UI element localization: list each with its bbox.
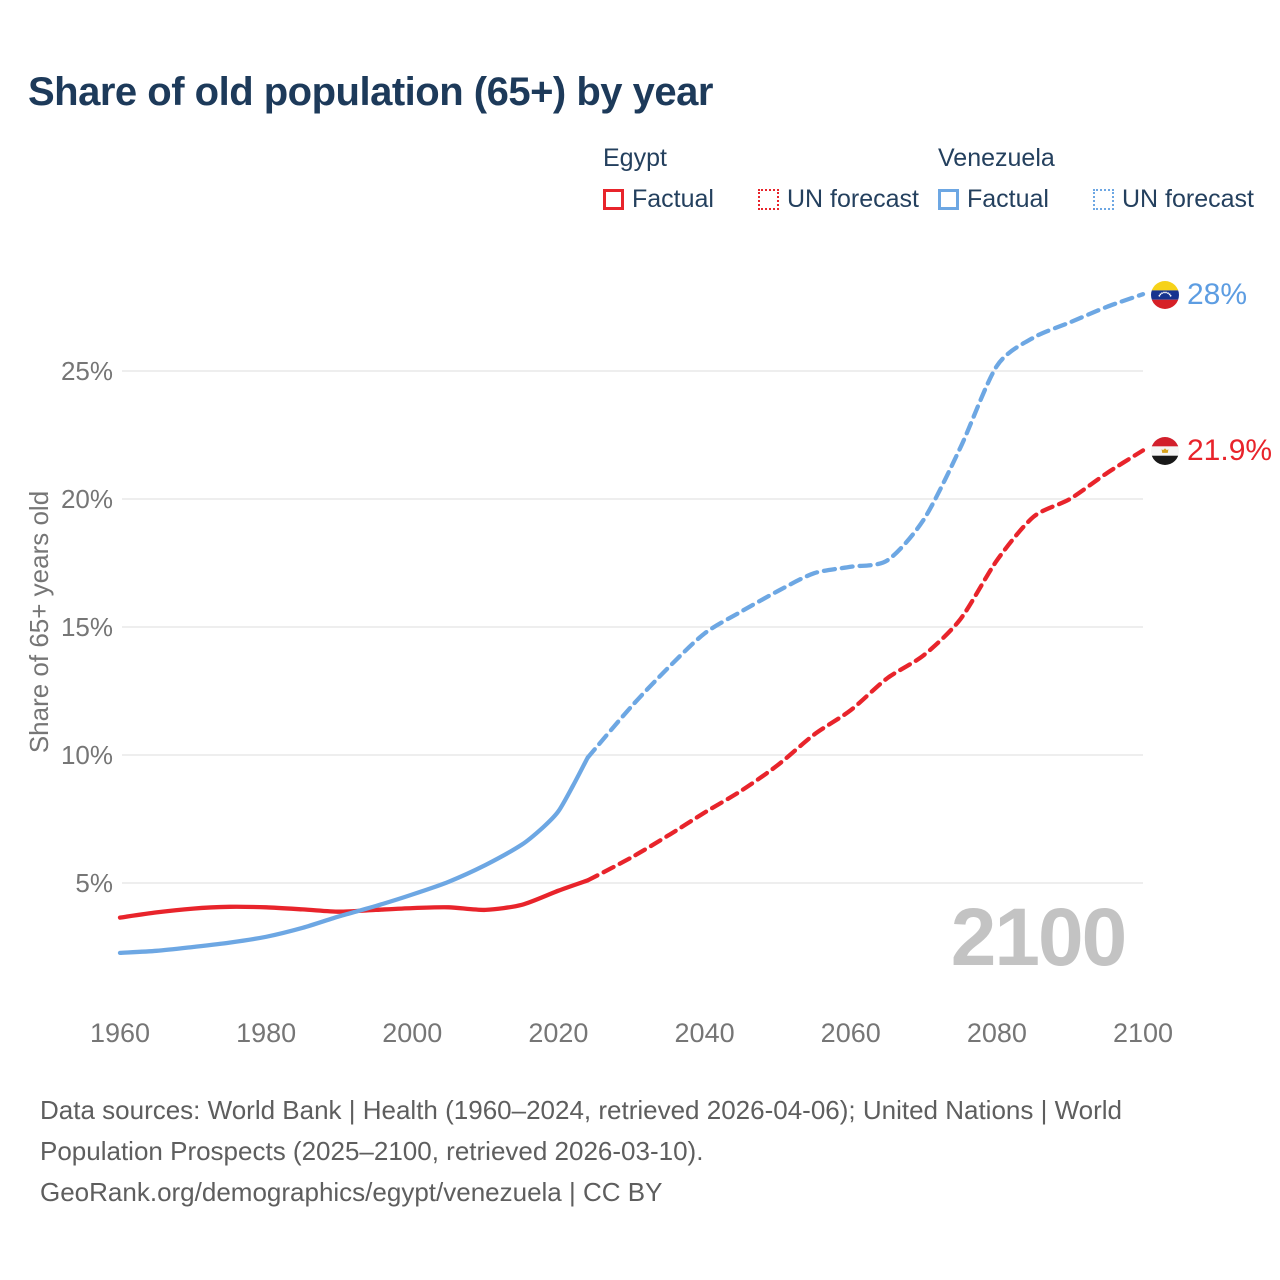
legend-swatch-egypt-factual[interactable] [603,189,624,210]
legend-group-egypt: Egypt Factual UN forecast [603,144,919,214]
y-axis-title: Share of 65+ years old [24,491,54,753]
y-tick-label: 20% [61,484,113,514]
x-tick-label: 2020 [528,1018,588,1048]
x-tick-label: 2040 [675,1018,735,1048]
venezuela-end-value: 28% [1187,278,1248,311]
legend-items-venezuela: Factual UN forecast [938,185,1254,214]
series-line-venezuela-forecast [585,292,1146,760]
venezuela-flag-icon [1151,281,1179,309]
x-tick-label: 2000 [382,1018,442,1048]
x-tick-label: 2080 [967,1018,1027,1048]
legend-country-egypt: Egypt [603,144,667,172]
y-tick-label: 25% [61,356,113,386]
x-tick-label: 1980 [236,1018,296,1048]
legend-items-egypt: Factual UN forecast [603,185,919,214]
footer: Data sources: World Bank | Health (1960–… [40,1090,1122,1213]
x-tick-label: 2100 [1113,1018,1173,1048]
legend-country-venezuela: Venezuela [938,144,1055,172]
legend-swatch-egypt-forecast[interactable] [757,189,779,210]
egypt-end-value: 21.9% [1187,434,1273,467]
legend-item-venezuela-factual[interactable]: Factual [967,185,1049,213]
y-tick-label: 15% [61,612,113,642]
footer-line-2: Population Prospects (2025–2100, retriev… [40,1136,704,1166]
legend-swatch-venezuela-factual[interactable] [938,189,959,210]
footer-line-3: GeoRank.org/demographics/egypt/venezuela… [40,1177,663,1207]
footer-line-1: Data sources: World Bank | Health (1960–… [40,1095,1123,1125]
egypt-flag-icon [1151,437,1179,465]
series-line-egypt-forecast [585,448,1146,883]
legend-group-venezuela: Venezuela Factual UN forecast [938,144,1254,214]
legend-item-egypt-factual[interactable]: Factual [632,185,714,213]
end-label-egypt: 21.9% [1151,434,1272,468]
y-tick-label: 5% [75,868,113,898]
legend-swatch-venezuela-forecast[interactable] [1092,189,1114,210]
page-title: Share of old population (65+) by year [28,70,713,114]
end-label-venezuela: 28% [1151,278,1247,312]
legend-item-venezuela-forecast[interactable]: UN forecast [1121,185,1254,213]
legend-item-egypt-forecast[interactable]: UN forecast [786,185,919,213]
series-line-venezuela-factual [117,755,590,956]
y-tick-label: 10% [61,740,113,770]
watermark-year: 2100 [950,892,1127,983]
x-tick-label: 2060 [821,1018,881,1048]
x-tick-label: 1960 [90,1018,150,1048]
